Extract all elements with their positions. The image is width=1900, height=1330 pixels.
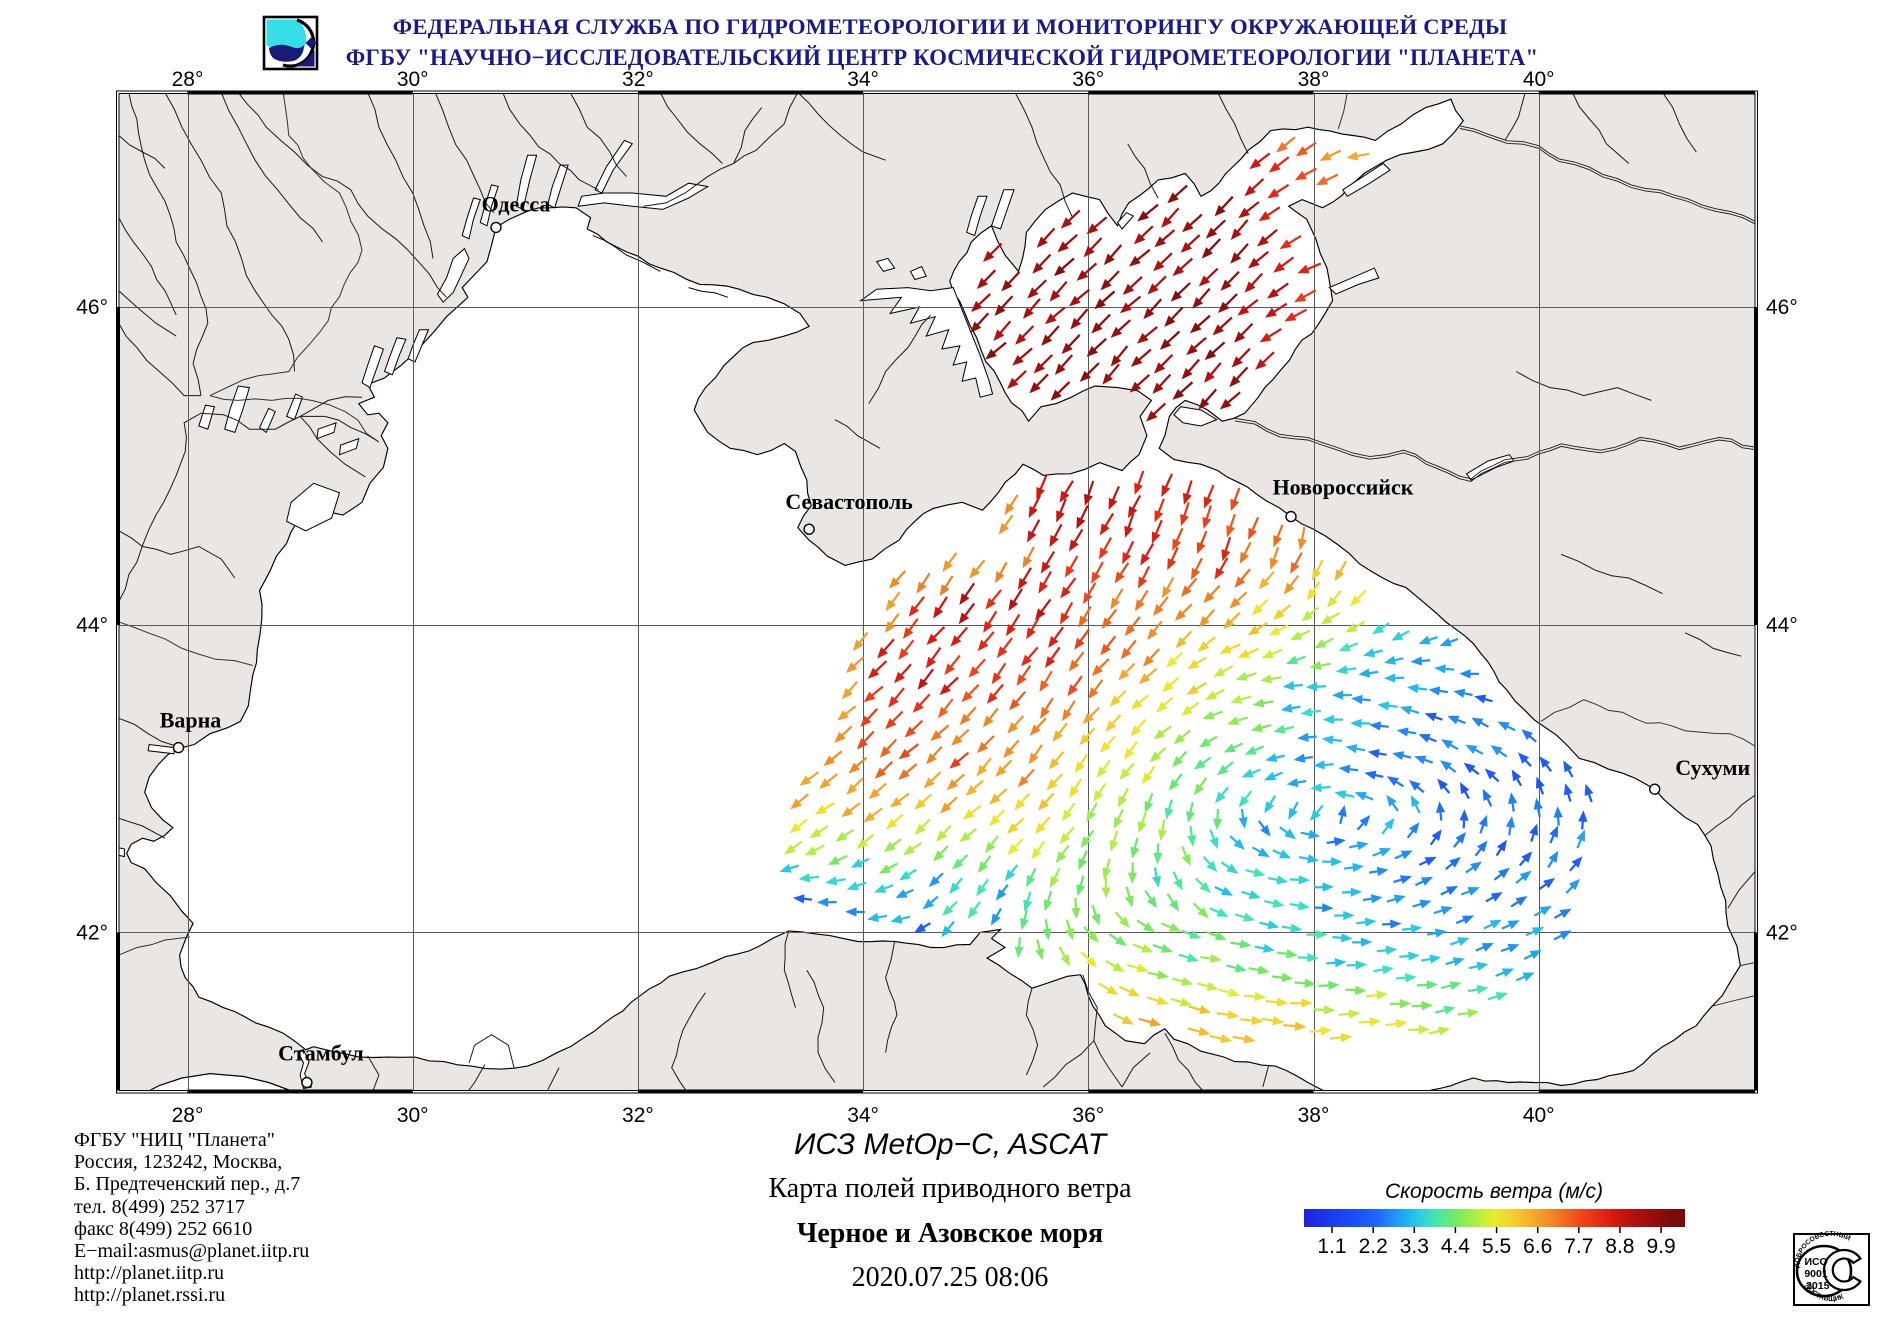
svg-text:32°: 32° xyxy=(622,1104,654,1127)
svg-text:38°: 38° xyxy=(1298,68,1330,91)
svg-text:Новороссийск: Новороссийск xyxy=(1273,475,1414,500)
svg-text:Стамбул: Стамбул xyxy=(278,1041,364,1066)
svg-text:40°: 40° xyxy=(1523,68,1555,91)
svg-text:28°: 28° xyxy=(172,68,204,91)
svg-text:42°: 42° xyxy=(76,921,108,944)
svg-text:Скорость ветра (м/с): Скорость ветра (м/с) xyxy=(1385,1180,1603,1203)
svg-text:36°: 36° xyxy=(1072,68,1104,91)
svg-text:36°: 36° xyxy=(1072,1104,1104,1127)
svg-text:30°: 30° xyxy=(397,68,429,91)
svg-text:9001: 9001 xyxy=(1804,1268,1828,1280)
svg-text:40°: 40° xyxy=(1523,1104,1555,1127)
svg-text:6.6: 6.6 xyxy=(1523,1235,1552,1258)
svg-text:2.2: 2.2 xyxy=(1359,1235,1388,1258)
svg-text:3.3: 3.3 xyxy=(1400,1235,1429,1258)
svg-text:ИСО: ИСО xyxy=(1804,1256,1827,1268)
svg-text:46°: 46° xyxy=(1766,296,1798,319)
svg-text:46°: 46° xyxy=(76,296,108,319)
svg-text:32°: 32° xyxy=(622,68,654,91)
svg-text:30°: 30° xyxy=(397,1104,429,1127)
svg-text:34°: 34° xyxy=(847,1104,879,1127)
svg-text:5.5: 5.5 xyxy=(1482,1235,1511,1258)
svg-text:44°: 44° xyxy=(76,614,108,637)
svg-text:9.9: 9.9 xyxy=(1646,1235,1675,1258)
svg-text:44°: 44° xyxy=(1766,614,1798,637)
svg-text:Одесса: Одесса xyxy=(482,191,551,216)
svg-text:1.1: 1.1 xyxy=(1317,1235,1346,1258)
svg-text:-2015: -2015 xyxy=(1803,1280,1830,1292)
svg-text:Варна: Варна xyxy=(160,708,222,733)
svg-text:Севастополь: Севастополь xyxy=(785,489,913,514)
svg-text:34°: 34° xyxy=(847,68,879,91)
svg-text:28°: 28° xyxy=(172,1104,204,1127)
svg-text:38°: 38° xyxy=(1298,1104,1330,1127)
svg-text:4.4: 4.4 xyxy=(1441,1235,1471,1258)
svg-text:7.7: 7.7 xyxy=(1564,1235,1593,1258)
svg-text:Сухуми: Сухуми xyxy=(1675,755,1750,780)
svg-text:8.8: 8.8 xyxy=(1605,1235,1634,1258)
svg-text:42°: 42° xyxy=(1766,921,1798,944)
